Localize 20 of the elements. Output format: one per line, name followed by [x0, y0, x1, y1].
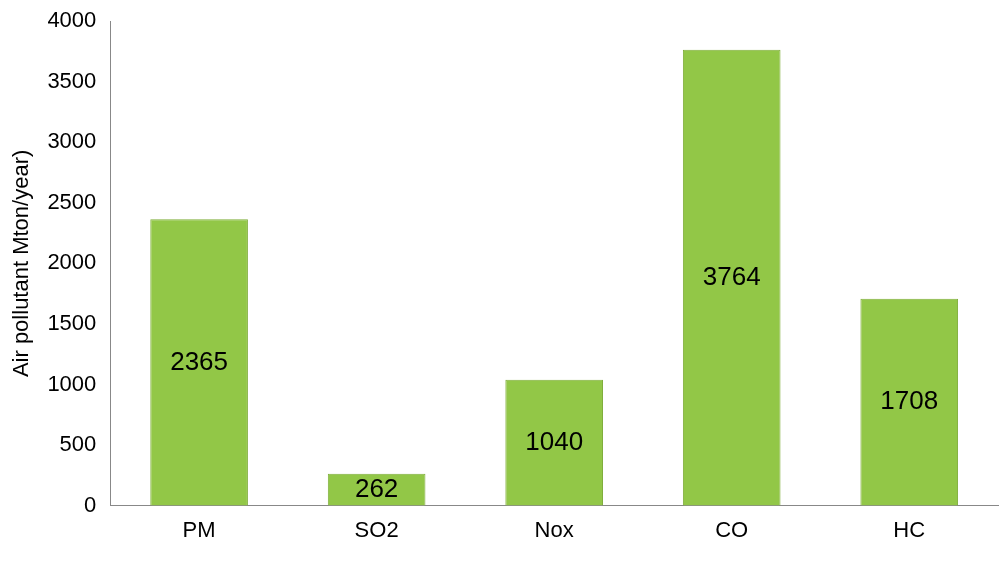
x-tick-label: PM	[182, 516, 216, 542]
y-tick-label: 500	[59, 431, 97, 457]
y-tick-label: 2000	[47, 249, 97, 275]
y-axis-title: Air pollutant Mton/year)	[8, 149, 34, 378]
y-tick-label: 2500	[47, 188, 97, 214]
x-tick-label: CO	[715, 516, 749, 542]
data-label: 3764	[702, 260, 761, 291]
y-tick-label: 3500	[47, 67, 97, 93]
y-tick-label: 4000	[47, 7, 97, 33]
data-label: 1708	[880, 385, 939, 416]
data-label: 2365	[170, 345, 229, 376]
data-label: 1040	[525, 425, 584, 456]
x-tick-label: SO2	[354, 516, 399, 542]
x-tick-label: HC	[893, 516, 926, 542]
y-tick-label: 3000	[47, 128, 97, 154]
y-tick-label: 0	[84, 491, 97, 517]
y-tick-label: 1000	[47, 370, 97, 396]
data-label: 262	[354, 472, 399, 503]
x-tick-label: Nox	[534, 516, 574, 542]
y-tick-label: 1500	[47, 310, 97, 336]
